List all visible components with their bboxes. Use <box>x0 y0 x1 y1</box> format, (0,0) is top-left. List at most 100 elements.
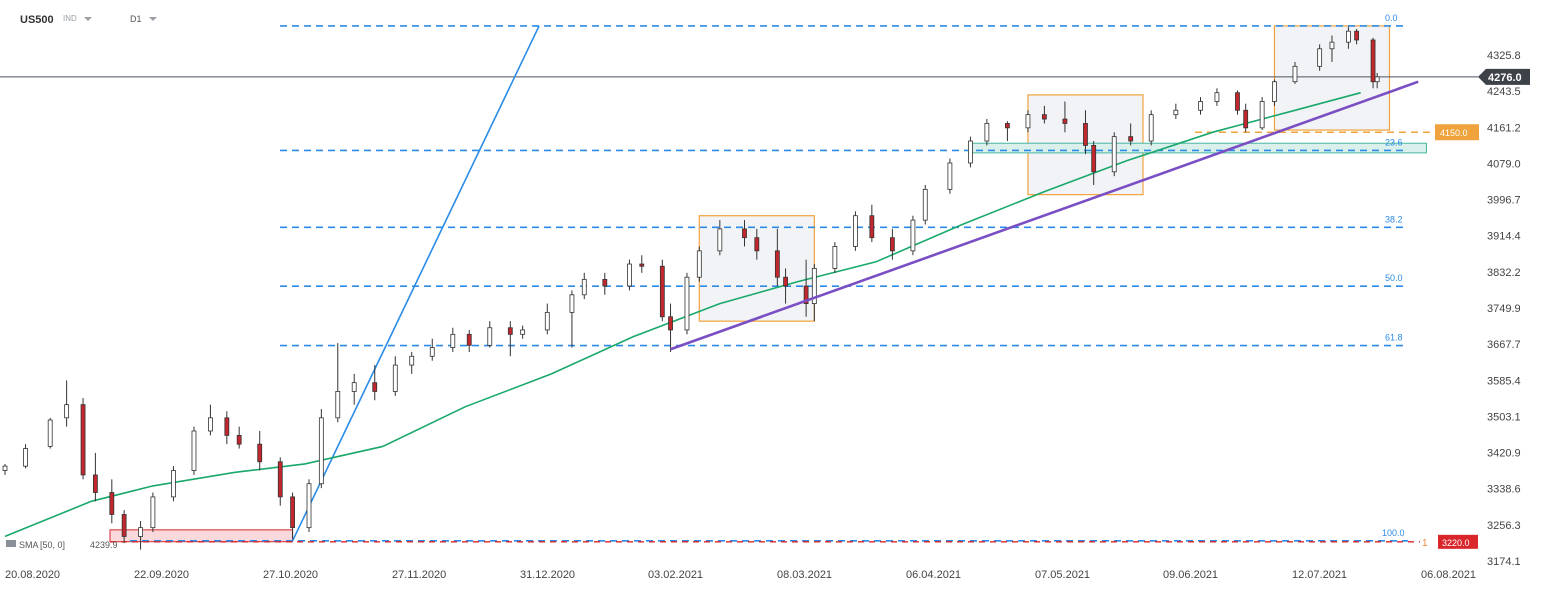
candle <box>466 329 472 352</box>
candle-body <box>869 215 875 239</box>
x-tick-label: 22.09.2020 <box>134 569 189 581</box>
candle <box>392 356 398 396</box>
indicator-icon <box>6 540 16 547</box>
candle-body <box>659 265 665 318</box>
indicator-params: [50, 0] <box>40 540 65 550</box>
candle <box>1005 121 1010 142</box>
candle-body <box>627 263 632 287</box>
candle <box>191 426 197 475</box>
candle-body <box>811 268 817 304</box>
candle <box>92 452 98 502</box>
timeframe-selector[interactable]: D1 <box>130 14 157 24</box>
candle-body <box>138 527 143 537</box>
candle <box>257 430 263 471</box>
candle-body <box>109 492 115 515</box>
y-tick-label: 4079.0 <box>1487 158 1521 170</box>
y-tick-label: 3914.4 <box>1487 231 1521 243</box>
x-tick-label: 06.08.2021 <box>1421 569 1476 581</box>
candle-body <box>1111 136 1117 173</box>
candle-body <box>1083 123 1088 146</box>
price-tag-shape <box>1478 68 1530 85</box>
candle <box>803 259 809 317</box>
support-value: 3220.0 <box>1442 538 1470 548</box>
market-selector[interactable]: IND <box>63 14 92 23</box>
candle <box>717 220 723 256</box>
x-tick-label: 06.04.2021 <box>906 569 961 581</box>
candle-body <box>1041 114 1047 120</box>
candle <box>306 479 312 533</box>
candle <box>639 255 645 273</box>
chevron-down-icon <box>148 17 157 21</box>
candle <box>487 321 493 348</box>
candle <box>318 409 324 489</box>
candle <box>602 272 608 295</box>
candle-body <box>507 327 513 335</box>
candle <box>1091 141 1097 185</box>
chevron-down-icon <box>83 16 92 21</box>
candle <box>290 492 295 539</box>
candle <box>1214 88 1220 106</box>
candle-body <box>947 162 953 190</box>
candle <box>409 351 415 374</box>
candle <box>109 479 115 524</box>
support-zone <box>969 142 1427 154</box>
candle-body <box>1128 136 1134 142</box>
candle <box>783 268 788 304</box>
candle-body <box>754 237 760 252</box>
candle-body <box>64 404 70 419</box>
candle-body <box>171 470 176 498</box>
y-tick-label: 4161.2 <box>1487 122 1521 134</box>
candle <box>774 228 780 287</box>
x-tick-label: 27.11.2020 <box>392 569 446 581</box>
candle <box>659 259 665 322</box>
candle-body <box>1148 114 1154 142</box>
candle-body <box>80 404 86 476</box>
candle <box>1111 132 1117 177</box>
candle <box>869 204 875 243</box>
candle-body <box>889 237 895 252</box>
candle <box>544 303 550 335</box>
candle-body <box>351 382 357 392</box>
fib-level-label: 38.2 <box>1385 214 1403 224</box>
candle <box>984 119 990 146</box>
candle-body <box>1317 48 1323 67</box>
candle-body <box>1235 92 1240 111</box>
x-tick-label: 07.05.2021 <box>1035 569 1090 581</box>
candle-body <box>277 461 283 498</box>
candle-body <box>668 316 673 331</box>
candle <box>968 136 973 168</box>
fib-level-label: 23.6 <box>1385 137 1403 147</box>
candle-body <box>832 246 838 269</box>
fib-level-label: 0.0 <box>1385 13 1398 23</box>
candle <box>1062 101 1068 133</box>
candle <box>922 184 928 225</box>
candle-body <box>150 496 156 529</box>
candle-body <box>47 419 53 447</box>
candle-body <box>984 123 990 142</box>
support-tag <box>1438 534 1478 549</box>
candle <box>947 158 953 194</box>
candle <box>1083 110 1088 155</box>
candle <box>668 303 673 352</box>
candle-body <box>1005 123 1010 129</box>
candle <box>121 510 127 544</box>
candle-body <box>1198 101 1203 111</box>
fib-level-label: 50.0 <box>1385 273 1403 283</box>
candle-body <box>290 496 295 529</box>
candle-body <box>581 279 587 296</box>
current-price-tag <box>1478 68 1530 85</box>
y-tick-label: 3338.6 <box>1487 484 1521 496</box>
candle <box>1173 103 1179 120</box>
candle-body <box>2 465 8 471</box>
candle <box>520 325 526 339</box>
candle-body <box>92 474 98 493</box>
candle-body <box>1091 145 1097 173</box>
indicator-value: 4239.9 <box>90 540 118 550</box>
candle-body <box>569 294 575 313</box>
candle <box>450 327 456 352</box>
candle <box>208 404 213 436</box>
x-tick-label: 09.06.2021 <box>1163 569 1218 581</box>
candle <box>23 444 28 469</box>
trend-line <box>670 80 1419 351</box>
